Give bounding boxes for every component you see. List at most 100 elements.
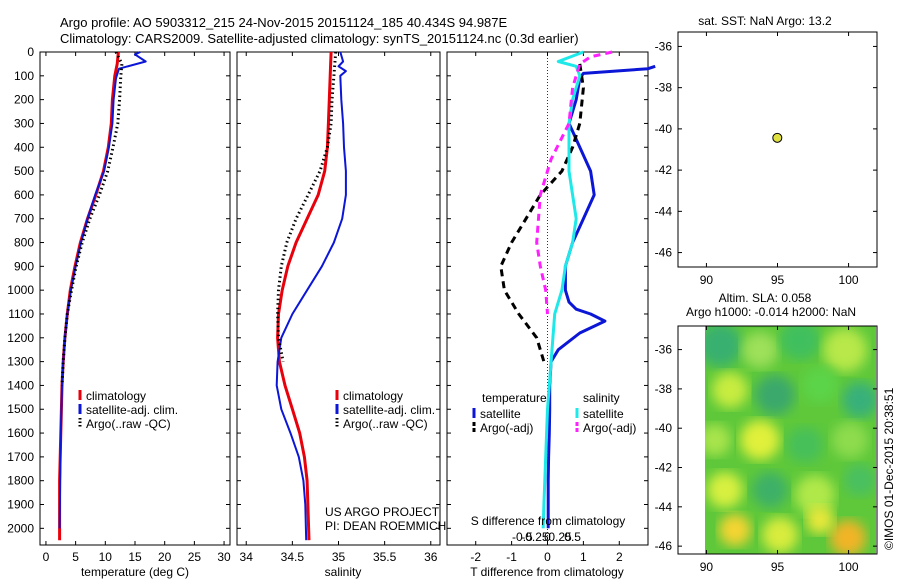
header-line-1: Argo profile: AO 5903312_215 24-Nov-2015…	[60, 15, 508, 30]
y-tick-label: -46	[655, 539, 673, 553]
s-tick-label: 0	[544, 530, 551, 544]
x-tick-label: 90	[700, 560, 714, 574]
y-tick-label: -40	[655, 421, 673, 435]
legend-label: climatology	[86, 389, 146, 403]
y-tick-label: 1700	[7, 450, 34, 464]
heatmap-cell	[705, 424, 731, 456]
y-tick-label: 1100	[8, 307, 34, 321]
series-line	[499, 63, 585, 363]
y-tick-label: -38	[655, 81, 673, 95]
y-tick-label: 1900	[7, 498, 34, 512]
y-tick-label: 900	[14, 259, 34, 273]
y-tick-label: 500	[14, 164, 34, 178]
temperature-xlabel: temperature (deg C)	[81, 565, 189, 579]
heatmap-cell	[830, 520, 866, 554]
heatmap-cell	[755, 375, 795, 415]
legend-label: satellite	[583, 407, 624, 421]
y-tick-label: 1400	[7, 378, 34, 392]
y-tick-label: -42	[655, 461, 673, 475]
x-tick-label: 100	[839, 560, 859, 574]
y-tick-label: -46	[655, 246, 673, 260]
series-line	[535, 50, 613, 315]
series-line	[58, 51, 120, 541]
heatmap-cell	[712, 372, 748, 408]
series-line	[275, 51, 347, 541]
x-tick-label: 0	[43, 550, 50, 564]
y-tick-label: 1600	[7, 426, 34, 440]
x-tick-label: 90	[700, 273, 714, 287]
y-tick-label: -38	[655, 382, 673, 396]
x-tick-label: 34	[240, 550, 254, 564]
s-tick-label: -0.5	[512, 530, 533, 544]
series-line	[276, 51, 333, 541]
s-tick-label: -0.25	[521, 530, 549, 544]
x-tick-label: 95	[771, 560, 785, 574]
x-tick-label: 30	[217, 550, 231, 564]
heatmap-cell	[780, 326, 820, 360]
legend-label: satellite-adj. clim.	[343, 403, 435, 417]
sla-title-line-1: Altim. SLA: 0.058	[719, 291, 812, 305]
legend-label: Argo(-adj)	[480, 421, 533, 435]
s-tick-label: 0.25	[548, 530, 572, 544]
x-tick-label: 25	[188, 550, 202, 564]
project-annotation: US ARGO PROJECT	[325, 505, 440, 519]
y-tick-label: -36	[655, 343, 673, 357]
heatmap-cell	[707, 472, 743, 508]
heatmap-cell	[806, 506, 834, 534]
heatmap-cell	[802, 367, 838, 403]
sst-map-title: sat. SST: NaN Argo: 13.2	[698, 14, 832, 28]
y-tick-label: -44	[655, 204, 673, 218]
y-tick-label: 700	[14, 212, 34, 226]
y-tick-label: 0	[27, 45, 34, 59]
heatmap-cell	[823, 328, 867, 372]
y-tick-label: 400	[14, 140, 34, 154]
x-tick-label: 20	[158, 550, 172, 564]
x-tick-label: 0	[544, 550, 551, 564]
heatmap-cell	[752, 472, 788, 508]
argo-float-marker	[772, 132, 783, 143]
heatmap-cell	[740, 420, 780, 460]
imos-timestamp: ©IMOS 01-Dec-2015 20:38:51	[882, 387, 896, 550]
y-tick-label: 1000	[7, 283, 34, 297]
salinity-panel: 34 34.5 35 35.5 36 climatologysatellite-adj. …	[236, 51, 441, 564]
y-tick-label: -36	[655, 39, 673, 53]
y-tick-label: 1200	[7, 331, 34, 345]
x-tick-label: -1	[506, 550, 517, 564]
legend-label: satellite-adj. clim.	[86, 403, 178, 417]
x-tick-label: 2	[616, 550, 623, 564]
series-line	[276, 51, 338, 362]
x-tick-label: 10	[99, 550, 113, 564]
series-line	[60, 51, 124, 386]
heatmap-cell	[719, 514, 751, 546]
series-line	[541, 50, 584, 529]
sla-map-panel: 90 95 100 -36 -38 -40 -42 -44 -46	[655, 325, 878, 574]
heatmap-cell	[795, 475, 835, 515]
heatmap-cell	[842, 382, 876, 418]
difference-top-axis-label: S difference from climatology	[471, 514, 626, 528]
y-tick-label: 300	[14, 116, 34, 130]
y-tick-label: 600	[14, 188, 34, 202]
sst-map-panel: 90 95 100 -36 -38 -40 -42 -44 -46	[655, 31, 878, 287]
y-tick-label: 1800	[7, 474, 34, 488]
heatmap-cell	[787, 427, 823, 463]
heatmap-cell	[762, 517, 798, 553]
x-tick-label: 1	[580, 550, 587, 564]
plot-frame	[236, 51, 441, 546]
y-tick-label: 100	[14, 69, 34, 83]
heatmap-cell	[844, 464, 876, 496]
legend-label: Argo(..raw -QC)	[343, 417, 428, 431]
x-tick-label: 34.5	[281, 550, 305, 564]
x-tick-label: -2	[470, 550, 481, 564]
legend-label: satellite	[480, 407, 521, 421]
x-tick-label: 35	[332, 550, 346, 564]
x-tick-label: 100	[839, 273, 859, 287]
y-tick-label: -40	[655, 122, 673, 136]
x-tick-label: 95	[771, 273, 785, 287]
pi-annotation: PI: DEAN ROEMMICH	[325, 519, 446, 533]
series-line	[58, 51, 147, 529]
y-tick-label: 1500	[7, 402, 34, 416]
x-tick-label: 15	[128, 550, 142, 564]
y-tick-label: -44	[655, 500, 673, 514]
